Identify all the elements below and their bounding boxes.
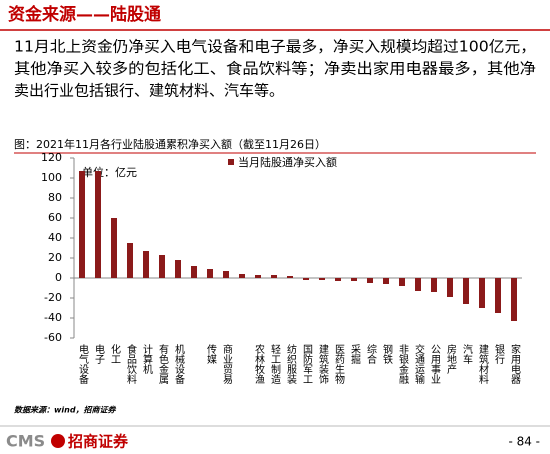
bar <box>239 274 245 278</box>
x-tick-label: 化工 <box>109 343 121 364</box>
bar <box>351 278 357 281</box>
y-tick-label: -60 <box>44 331 62 344</box>
logo-icon <box>51 434 65 448</box>
bar <box>287 276 293 278</box>
y-tick-label: 120 <box>41 151 62 164</box>
bar <box>303 278 309 280</box>
footer-logo: CMS <box>6 432 45 451</box>
bar <box>367 278 373 283</box>
slide-title: 资金来源——陆股通 <box>8 4 161 25</box>
bar <box>271 275 277 278</box>
body-line: 其他净买入较多的包括化工、食品饮料等；净卖出家用电器最多，其他净 <box>14 60 536 78</box>
bar <box>127 243 133 278</box>
bar <box>223 271 229 278</box>
legend-swatch <box>228 159 234 165</box>
x-tick-label: 纺织服装 <box>285 343 297 385</box>
bar <box>463 278 469 304</box>
bar <box>431 278 437 292</box>
y-tick-label: 20 <box>48 251 62 264</box>
bar <box>191 266 197 278</box>
x-tick-label: 传媒 <box>205 344 217 365</box>
bar <box>111 218 117 278</box>
x-tick-label: 家用电器 <box>509 343 521 385</box>
x-tick-label: 计算机 <box>141 343 153 375</box>
legend-label: 当月陆股通净买入额 <box>238 155 337 169</box>
y-tick-label: 80 <box>48 191 62 204</box>
bar <box>383 278 389 284</box>
x-tick-label: 综合 <box>365 343 377 365</box>
x-tick-label: 电气设备 <box>77 343 89 385</box>
y-tick-label: 40 <box>48 231 62 244</box>
x-tick-label: 有色金属 <box>157 343 169 385</box>
x-tick-label: 汽车 <box>461 343 473 365</box>
bar <box>511 278 517 321</box>
y-tick-label: 100 <box>41 171 62 184</box>
x-tick-label: 建筑装饰 <box>317 343 329 385</box>
x-tick-label: 轻工制造 <box>269 343 281 384</box>
bar <box>95 171 101 278</box>
bar <box>335 278 341 281</box>
bar <box>415 278 421 291</box>
x-tick-label: 房地产 <box>445 343 457 375</box>
x-tick-label: 食品饮料 <box>125 343 137 385</box>
x-tick-label: 医药生物 <box>333 344 345 385</box>
y-tick-label: 0 <box>55 271 62 284</box>
y-tick-label: 60 <box>48 211 62 224</box>
bar <box>159 255 165 278</box>
chart-title: 图：2021年11月各行业陆股通累积净买入额（截至11月26日） <box>14 137 326 151</box>
x-tick-label: 农林牧渔 <box>253 343 265 385</box>
bar <box>399 278 405 286</box>
bar <box>447 278 453 297</box>
x-tick-label: 公用事业 <box>429 344 441 384</box>
bar <box>255 275 261 278</box>
bar <box>479 278 485 308</box>
y-tick-label: -20 <box>44 291 62 304</box>
source: 数据来源：wind，招商证券 <box>14 406 117 415</box>
x-tick-label: 电子 <box>93 343 105 364</box>
footer-company: 招商证券 <box>68 433 129 451</box>
bar <box>175 260 181 278</box>
x-tick-label: 非银金融 <box>397 344 409 385</box>
y-tick-label: -40 <box>44 311 62 324</box>
bar <box>319 278 325 280</box>
x-tick-label: 采掘 <box>349 344 361 365</box>
bar <box>79 171 85 278</box>
body-line: 卖出行业包括银行、建筑材料、汽车等。 <box>14 82 284 100</box>
x-tick-label: 商业贸易 <box>221 343 233 385</box>
x-tick-label: 交通运输 <box>413 343 425 385</box>
body-line: 11月北上资金仍净买入电气设备和电子最多，净买入规模均超过100亿元， <box>14 38 536 56</box>
bar <box>207 269 213 278</box>
unit-label: 单位：亿元 <box>82 165 137 179</box>
bar <box>143 251 149 278</box>
bar <box>495 278 501 313</box>
x-tick-label: 建筑材料 <box>477 343 489 385</box>
x-tick-label: 机械设备 <box>173 343 185 385</box>
x-tick-label: 国防军工 <box>301 344 313 384</box>
page-number: - 84 - <box>508 435 540 449</box>
x-tick-label: 钢铁 <box>381 343 393 365</box>
x-tick-label: 银行 <box>493 343 505 365</box>
